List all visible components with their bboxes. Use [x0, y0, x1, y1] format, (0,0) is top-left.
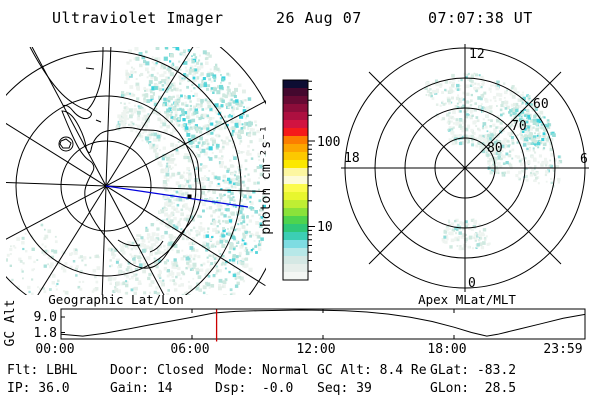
mlat-mlt-dial-panel: 12 18 6 0 80 70 60 — [341, 44, 589, 292]
satellite-position-marker — [187, 194, 192, 199]
satellite-track — [105, 185, 249, 208]
mlat-label-70: 70 — [511, 119, 527, 134]
status-dsp: Dsp: -0.0 — [215, 381, 294, 396]
colorbar-unit-label: photon cm⁻²s⁻¹ — [259, 125, 274, 235]
date-label: 26 Aug 07 — [276, 9, 362, 27]
status-flt: Flt: LBHL — [7, 363, 78, 378]
gc-alt-curve — [60, 309, 586, 337]
mlt-label-6: 6 — [580, 152, 588, 167]
status-seq: Seq: 39 — [317, 381, 372, 396]
colorbar-tick-10: 10 — [317, 220, 333, 235]
time-label: 07:07:38 UT — [428, 9, 533, 27]
mlt-label-18: 18 — [344, 151, 360, 166]
ytick-9: 9.0 — [34, 310, 57, 325]
xtick-1800: 18:00 — [427, 342, 466, 357]
status-gcalt: GC Alt: 8.4 Re — [317, 363, 427, 378]
xtick-2359: 23:59 — [543, 342, 582, 357]
status-mode: Mode: Normal — [215, 363, 309, 378]
colorbar-ticks — [308, 80, 315, 272]
geographic-map-panel — [6, 47, 266, 295]
status-ip: IP: 36.0 — [7, 381, 70, 396]
colorbar-bands — [283, 80, 308, 281]
strip-chart-ylabel: GC Alt — [3, 300, 18, 347]
colorbar: 100 10 photon cm⁻²s⁻¹ — [259, 79, 340, 281]
status-door: Door: Closed — [110, 363, 204, 378]
dial-grid — [341, 44, 589, 292]
mlt-label-0: 0 — [468, 276, 476, 291]
status-glat: GLat: -83.2 — [430, 363, 517, 378]
geo-map-caption: Geographic Lat/Lon — [48, 292, 183, 307]
aurora-emission-layer-geo — [6, 47, 266, 295]
mlat-label-80: 80 — [487, 141, 503, 156]
mlat-label-60: 60 — [533, 97, 549, 112]
colorbar-tick-100: 100 — [317, 135, 340, 150]
apex-dial-caption: Apex MLat/MLT — [418, 292, 516, 307]
xtick-0600: 06:00 — [170, 342, 209, 357]
status-gain: Gain: 14 — [110, 381, 173, 396]
mlt-label-12: 12 — [469, 47, 485, 62]
instrument-title: Ultraviolet Imager — [52, 9, 224, 27]
strip-chart-ticks — [61, 309, 455, 339]
xtick-0000: 00:00 — [35, 342, 74, 357]
status-glon: GLon: 28.5 — [430, 381, 517, 396]
ytick-1-8: 1.8 — [34, 326, 57, 341]
coastlines — [29, 47, 202, 269]
xtick-1200: 12:00 — [296, 342, 335, 357]
gc-alt-strip-chart: 9.0 1.8 GC Alt 00:00 06:00 12:00 18:00 2… — [3, 300, 586, 357]
